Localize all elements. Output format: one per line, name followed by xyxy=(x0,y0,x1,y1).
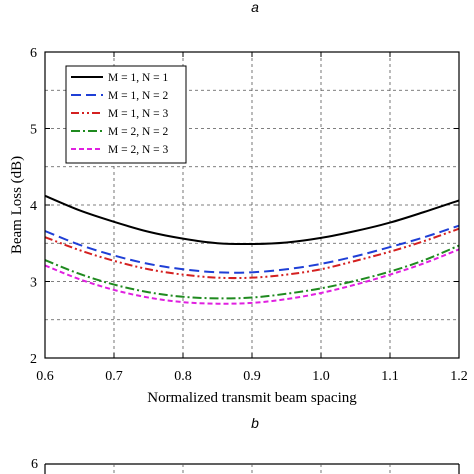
legend-label-5: M = 2, N = 3 xyxy=(108,144,169,156)
x-tick-label: 1.0 xyxy=(312,369,330,384)
chart-b-ytick-label: 6 xyxy=(31,457,38,472)
x-tick-label: 1.1 xyxy=(381,369,399,384)
y-tick-label: 6 xyxy=(30,46,37,61)
legend-label-3: M = 1, N = 3 xyxy=(108,108,169,120)
legend-label-4: M = 2, N = 2 xyxy=(108,126,169,138)
series-line-4 xyxy=(44,244,460,300)
panel-label-b: b xyxy=(251,415,259,431)
x-tick-label: 1.2 xyxy=(450,369,468,384)
chart-b-grid xyxy=(113,464,391,474)
x-tick-label: 0.8 xyxy=(174,369,192,384)
y-axis-label: Beam Loss (dB) xyxy=(9,156,25,254)
legend-label-1: M = 1, N = 1 xyxy=(108,72,169,84)
series-line-1 xyxy=(44,194,460,246)
legend-box xyxy=(65,65,187,164)
x-tick-label: 0.6 xyxy=(36,369,54,384)
axis-ticks: 0.6 0.7 0.8 0.9 1.0 1.1 1.2 2 3 4 5 6 xyxy=(30,46,468,384)
legend: M = 1, N = 1 M = 1, N = 2 M = 1, N = 3 M = … xyxy=(65,65,187,164)
grid xyxy=(45,52,459,358)
series-line-3 xyxy=(44,227,460,280)
chart-a: 0.6 0.7 0.8 0.9 1.0 1.1 1.2 2 3 4 5 6 Normalized tr… xyxy=(9,46,468,406)
panel-label-a: a xyxy=(251,0,259,15)
legend-label-2: M = 1, N = 2 xyxy=(108,90,169,102)
chart-b: 6 xyxy=(31,457,460,474)
x-axis-label: Normalized transmit beam spacing xyxy=(147,390,357,406)
series-line-5 xyxy=(44,248,460,305)
y-tick-label: 3 xyxy=(30,276,37,291)
x-tick-label: 0.9 xyxy=(243,369,261,384)
series-group xyxy=(44,194,460,305)
x-tick-label: 0.7 xyxy=(105,369,123,384)
y-tick-label: 2 xyxy=(30,352,37,367)
series-line-2 xyxy=(44,224,460,274)
y-tick-label: 4 xyxy=(30,199,37,214)
y-tick-label: 5 xyxy=(30,123,37,138)
